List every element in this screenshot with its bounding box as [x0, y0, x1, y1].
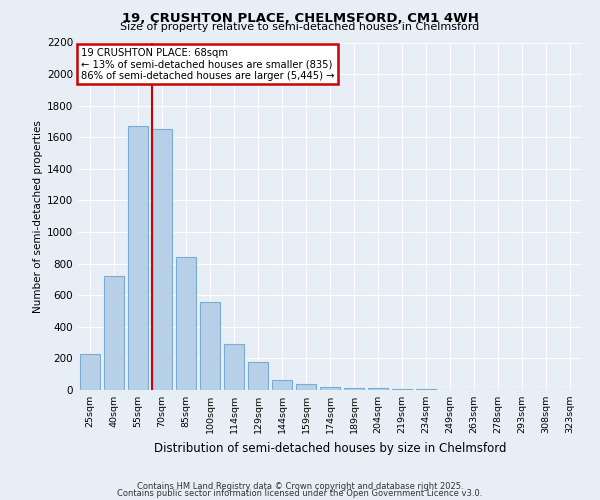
Bar	[152, 128, 172, 390]
Text: 19, CRUSHTON PLACE, CHELMSFORD, CM1 4WH: 19, CRUSHTON PLACE, CHELMSFORD, CM1 4WH	[122, 12, 478, 26]
Text: 19 CRUSHTON PLACE: 68sqm
← 13% of semi-detached houses are smaller (835)
86% of : 19 CRUSHTON PLACE: 68sqm ← 13% of semi-d…	[80, 48, 334, 81]
Bar	[224, 344, 244, 390]
Bar	[272, 380, 292, 390]
Text: Size of property relative to semi-detached houses in Chelmsford: Size of property relative to semi-detach…	[121, 22, 479, 32]
Text: Contains HM Land Registry data © Crown copyright and database right 2025.: Contains HM Land Registry data © Crown c…	[137, 482, 463, 491]
Bar	[80, 354, 100, 390]
X-axis label: Distribution of semi-detached houses by size in Chelmsford: Distribution of semi-detached houses by …	[154, 442, 506, 454]
Text: Contains public sector information licensed under the Open Government Licence v3: Contains public sector information licen…	[118, 489, 482, 498]
Y-axis label: Number of semi-detached properties: Number of semi-detached properties	[33, 120, 43, 312]
Bar	[392, 388, 412, 390]
Bar	[104, 276, 124, 390]
Bar	[248, 362, 268, 390]
Bar	[368, 388, 388, 390]
Bar	[344, 388, 364, 390]
Bar	[128, 126, 148, 390]
Bar	[176, 258, 196, 390]
Bar	[296, 384, 316, 390]
Bar	[200, 302, 220, 390]
Bar	[416, 389, 436, 390]
Bar	[320, 387, 340, 390]
